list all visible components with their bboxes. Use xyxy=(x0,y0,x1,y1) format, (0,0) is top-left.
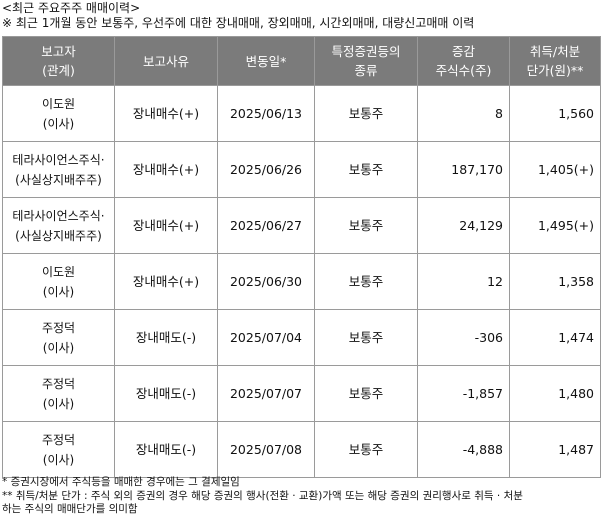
change-cell: -1,857 xyxy=(417,365,510,422)
header-security-type-line2: 종류 xyxy=(354,63,378,78)
reporter-name: 테라사이언스주식· xyxy=(12,208,105,223)
header-reason-line1: 보고사유 xyxy=(142,53,189,69)
header-price: 취득/처분 단가(원)** xyxy=(509,36,601,86)
date-cell: 2025/07/07 xyxy=(217,365,315,422)
reporter-relation: (이사) xyxy=(42,396,75,411)
header-price-line1: 취득/처분 xyxy=(529,44,581,59)
change-cell: -4,888 xyxy=(417,421,510,478)
header-price-line2: 단가(원)** xyxy=(526,63,584,78)
type-cell: 보통주 xyxy=(314,365,418,422)
table-row: 테라사이언스주식· (사실상지배주주) 장내매수(+) 2025/06/26 보통… xyxy=(2,141,601,198)
reporter-relation: (사실상지배주주) xyxy=(15,228,102,243)
change-cell: -306 xyxy=(417,309,510,366)
change-cell: 12 xyxy=(417,253,510,310)
reporter-name: 테라사이언스주식· xyxy=(12,152,105,167)
header-reporter-line1: 보고자 xyxy=(41,44,76,59)
type-cell: 보통주 xyxy=(314,85,418,142)
price-cell: 1,480 xyxy=(509,365,601,422)
reporter-name: 주정덕 xyxy=(41,320,76,335)
reporter-name: 이도원 xyxy=(41,96,76,111)
reporter-cell: 주정덕 (이사) xyxy=(2,421,115,478)
footnotes: * 증권시장에서 주식등을 매매한 경우에는 그 결제일임 ** 취득/처분 단… xyxy=(2,476,600,517)
reporter-relation: (이사) xyxy=(42,340,75,355)
reason-cell: 장내매수(+) xyxy=(114,197,218,254)
reason-cell: 장내매도(-) xyxy=(114,421,218,478)
change-cell: 187,170 xyxy=(417,141,510,198)
date-cell: 2025/06/26 xyxy=(217,141,315,198)
section-subtitle: ※ 최근 1개월 동안 보통주, 우선주에 대한 장내매매, 장외매매, 시간외… xyxy=(2,16,475,30)
type-cell: 보통주 xyxy=(314,141,418,198)
type-cell: 보통주 xyxy=(314,421,418,478)
reason-cell: 장내매수(+) xyxy=(114,85,218,142)
table-header-row: 보고자 (관계) 보고사유 변동일* 특정증권등의 종류 증감 주식수(주) 취… xyxy=(2,36,601,86)
header-change-line2: 주식수(주) xyxy=(435,63,492,78)
footnote-price-line2: 하는 주식의 매매단가를 의미함 xyxy=(2,503,138,515)
change-cell: 24,129 xyxy=(417,197,510,254)
reporter-relation: (이사) xyxy=(42,452,75,467)
price-cell: 1,495(+) xyxy=(509,197,601,254)
footnote-price-line1: ** 취득/처분 단가 : 주식 외의 증권의 경우 해당 증권의 행사(전환 … xyxy=(2,489,523,502)
reporter-cell: 이도원 (이사) xyxy=(2,85,115,142)
table-row: 테라사이언스주식· (사실상지배주주) 장내매수(+) 2025/06/27 보통… xyxy=(2,197,601,254)
reporter-cell: 이도원 (이사) xyxy=(2,253,115,310)
reporter-relation: (이사) xyxy=(42,284,75,299)
table-row: 주정덕 (이사) 장내매도(-) 2025/07/07 보통주 -1,857 1,… xyxy=(2,365,601,422)
reporter-cell: 주정덕 (이사) xyxy=(2,309,115,366)
table-row: 이도원 (이사) 장내매수(+) 2025/06/13 보통주 8 1,560 xyxy=(2,85,601,142)
header-date: 변동일* xyxy=(217,36,315,86)
reporter-cell: 테라사이언스주식· (사실상지배주주) xyxy=(2,141,115,198)
date-cell: 2025/07/04 xyxy=(217,309,315,366)
price-cell: 1,474 xyxy=(509,309,601,366)
header-reporter-line2: (관계) xyxy=(42,63,75,78)
type-cell: 보통주 xyxy=(314,197,418,254)
date-cell: 2025/06/30 xyxy=(217,253,315,310)
header-security-type-line1: 특정증권등의 xyxy=(331,44,401,59)
header-change: 증감 주식수(주) xyxy=(417,36,510,86)
date-cell: 2025/06/13 xyxy=(217,85,315,142)
reason-cell: 장내매수(+) xyxy=(114,141,218,198)
reporter-relation: (이사) xyxy=(42,116,75,131)
change-cell: 8 xyxy=(417,85,510,142)
date-cell: 2025/07/08 xyxy=(217,421,315,478)
trade-history-table: 보고자 (관계) 보고사유 변동일* 특정증권등의 종류 증감 주식수(주) 취… xyxy=(2,36,601,478)
reason-cell: 장내매도(-) xyxy=(114,309,218,366)
reporter-cell: 테라사이언스주식· (사실상지배주주) xyxy=(2,197,115,254)
header-reason: 보고사유 xyxy=(114,36,218,86)
table-row: 주정덕 (이사) 장내매도(-) 2025/07/04 보통주 -306 1,47… xyxy=(2,309,601,366)
table-row: 이도원 (이사) 장내매수(+) 2025/06/30 보통주 12 1,358 xyxy=(2,253,601,310)
reporter-name: 주정덕 xyxy=(41,432,76,447)
price-cell: 1,560 xyxy=(509,85,601,142)
header-change-line1: 증감 xyxy=(451,44,475,59)
type-cell: 보통주 xyxy=(314,253,418,310)
price-cell: 1,358 xyxy=(509,253,601,310)
header-date-line1: 변동일* xyxy=(245,53,287,69)
reporter-cell: 주정덕 (이사) xyxy=(2,365,115,422)
footnote-settlement: * 증권시장에서 주식등을 매매한 경우에는 그 결제일임 xyxy=(2,476,240,488)
table-row: 주정덕 (이사) 장내매도(-) 2025/07/08 보통주 -4,888 1,… xyxy=(2,421,601,478)
date-cell: 2025/06/27 xyxy=(217,197,315,254)
reporter-relation: (사실상지배주주) xyxy=(15,172,102,187)
section-title: <최근 주요주주 매매이력> xyxy=(2,1,141,15)
header-reporter: 보고자 (관계) xyxy=(2,36,115,86)
type-cell: 보통주 xyxy=(314,309,418,366)
price-cell: 1,405(+) xyxy=(509,141,601,198)
reason-cell: 장내매수(+) xyxy=(114,253,218,310)
reporter-name: 이도원 xyxy=(41,264,76,279)
reason-cell: 장내매도(-) xyxy=(114,365,218,422)
reporter-name: 주정덕 xyxy=(41,376,76,391)
price-cell: 1,487 xyxy=(509,421,601,478)
header-security-type: 특정증권등의 종류 xyxy=(314,36,418,86)
